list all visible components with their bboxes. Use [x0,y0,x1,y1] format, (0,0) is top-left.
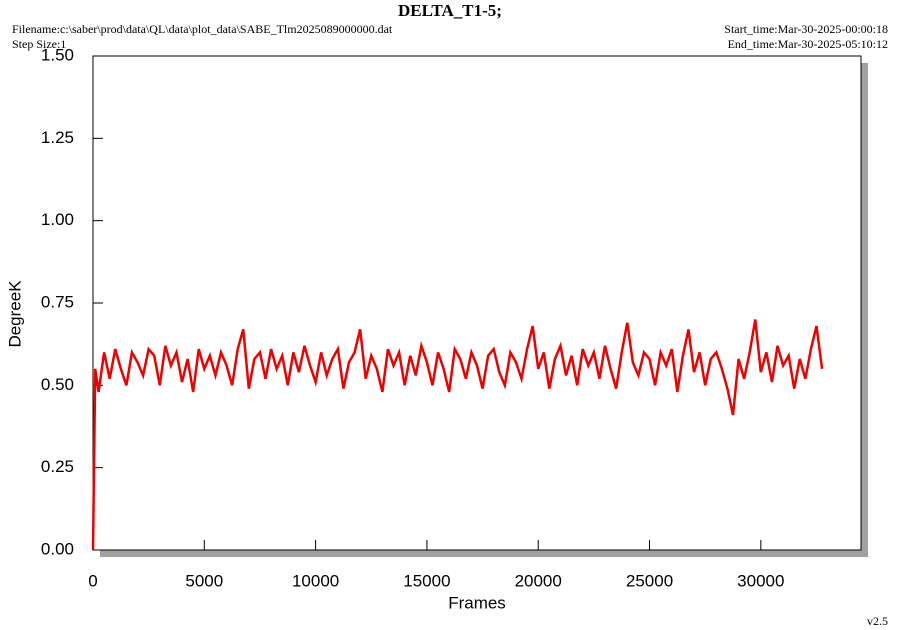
y-axis-label: DegreeK [5,280,24,348]
x-tick-label: 15000 [403,571,450,590]
chart-title: DELTA_T1-5; [398,1,502,20]
x-axis-label: Frames [448,593,506,612]
x-tick-label: 20000 [515,571,562,590]
y-tick-label: 1.50 [41,45,74,64]
x-tick-label: 0 [88,571,97,590]
y-tick-label: 0.75 [41,292,74,311]
step-size: Step Size:1 [12,37,66,51]
plot-area [92,55,862,551]
y-tick-label: 0.25 [41,457,74,476]
start-time: Start_time:Mar-30-2025-00:00:18 [724,22,888,36]
end-time: End_time:Mar-30-2025-05:10:12 [728,37,888,51]
x-tick-label: 30000 [737,571,784,590]
x-tick-label: 5000 [185,571,223,590]
y-tick-label: 1.00 [41,210,74,229]
filename: Filename:c:\saber\prod\data\QL\data\plot… [12,22,393,36]
y-tick-label: 1.25 [41,128,74,147]
x-tick-label: 25000 [626,571,673,590]
y-tick-label: 0.50 [41,375,74,394]
version: v2.5 [867,614,888,628]
data-line [91,319,824,551]
y-tick-label: 0.00 [41,539,74,558]
x-tick-label: 10000 [292,571,339,590]
